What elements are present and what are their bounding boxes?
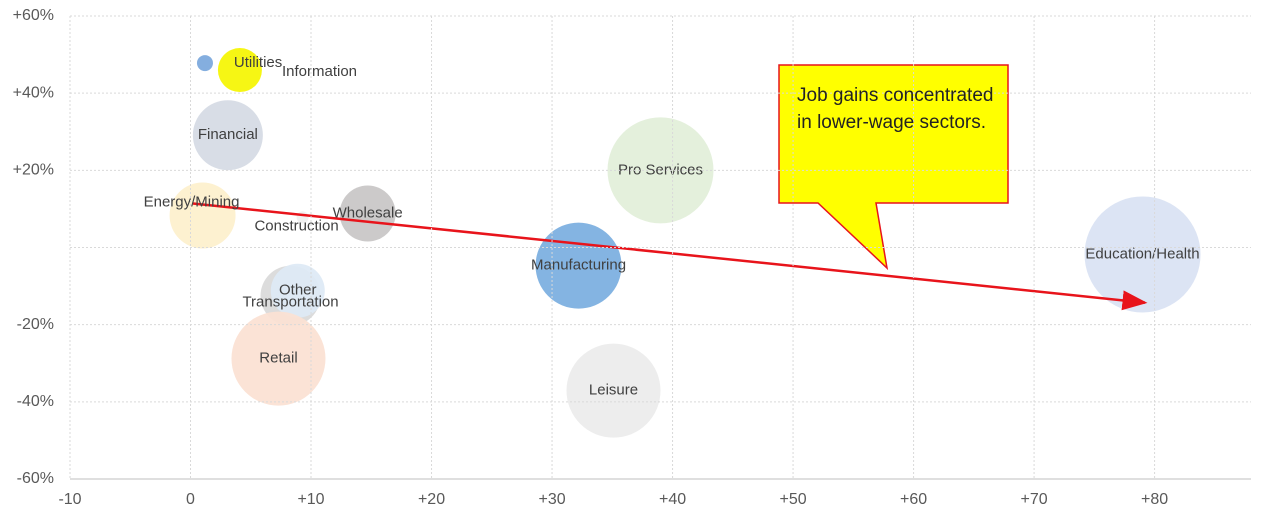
bubble-label: Construction xyxy=(254,217,338,234)
bubble-label: Pro Services xyxy=(618,161,703,178)
bubble-label: Education/Health xyxy=(1085,245,1199,262)
y-tick-label: +40% xyxy=(13,84,54,101)
bubble-label: Manufacturing xyxy=(531,257,626,274)
x-tick-label: +10 xyxy=(297,491,324,508)
x-tick-label: +70 xyxy=(1021,491,1048,508)
y-tick-label: -40% xyxy=(17,393,54,410)
bubble-label: Financial xyxy=(198,126,258,143)
bubble-label: Other xyxy=(279,282,317,299)
bubble-label: Energy/Mining xyxy=(144,193,240,210)
bubble xyxy=(231,311,326,406)
bubble-label: Transportation xyxy=(242,294,338,311)
x-tick-label: +30 xyxy=(538,491,565,508)
x-tick-label: +60 xyxy=(900,491,927,508)
annotation: Job gains concentrated in lower-wage sec… xyxy=(797,85,994,133)
x-tick-label: +40 xyxy=(659,491,686,508)
bubble xyxy=(607,117,714,224)
bubble xyxy=(196,55,213,72)
x-tick-label: +50 xyxy=(779,491,806,508)
y-tick-label: -60% xyxy=(17,470,54,487)
y-tick-label: +20% xyxy=(13,162,54,179)
bubble xyxy=(217,48,262,93)
x-tick-label: 0 xyxy=(186,491,195,508)
bubble xyxy=(1084,196,1201,313)
x-tick-label: -10 xyxy=(58,491,81,508)
bubble xyxy=(192,100,263,171)
bubble xyxy=(339,185,396,242)
bubble xyxy=(566,343,661,438)
bubble-label: Leisure xyxy=(589,382,638,399)
x-tick-label: +80 xyxy=(1141,491,1168,508)
bubble-label: Retail xyxy=(259,350,297,367)
y-tick-label: +60% xyxy=(13,7,54,24)
trend-line xyxy=(192,202,1148,311)
y-tick-label: -20% xyxy=(17,316,54,333)
bubble-label: Utilities xyxy=(234,54,282,71)
callout-box xyxy=(778,64,1009,271)
bubble xyxy=(169,182,236,249)
bubble xyxy=(535,222,622,309)
x-tick-label: +20 xyxy=(418,491,445,508)
bubble-label: Wholesale xyxy=(333,205,403,222)
bubble-label: Information xyxy=(282,63,357,80)
